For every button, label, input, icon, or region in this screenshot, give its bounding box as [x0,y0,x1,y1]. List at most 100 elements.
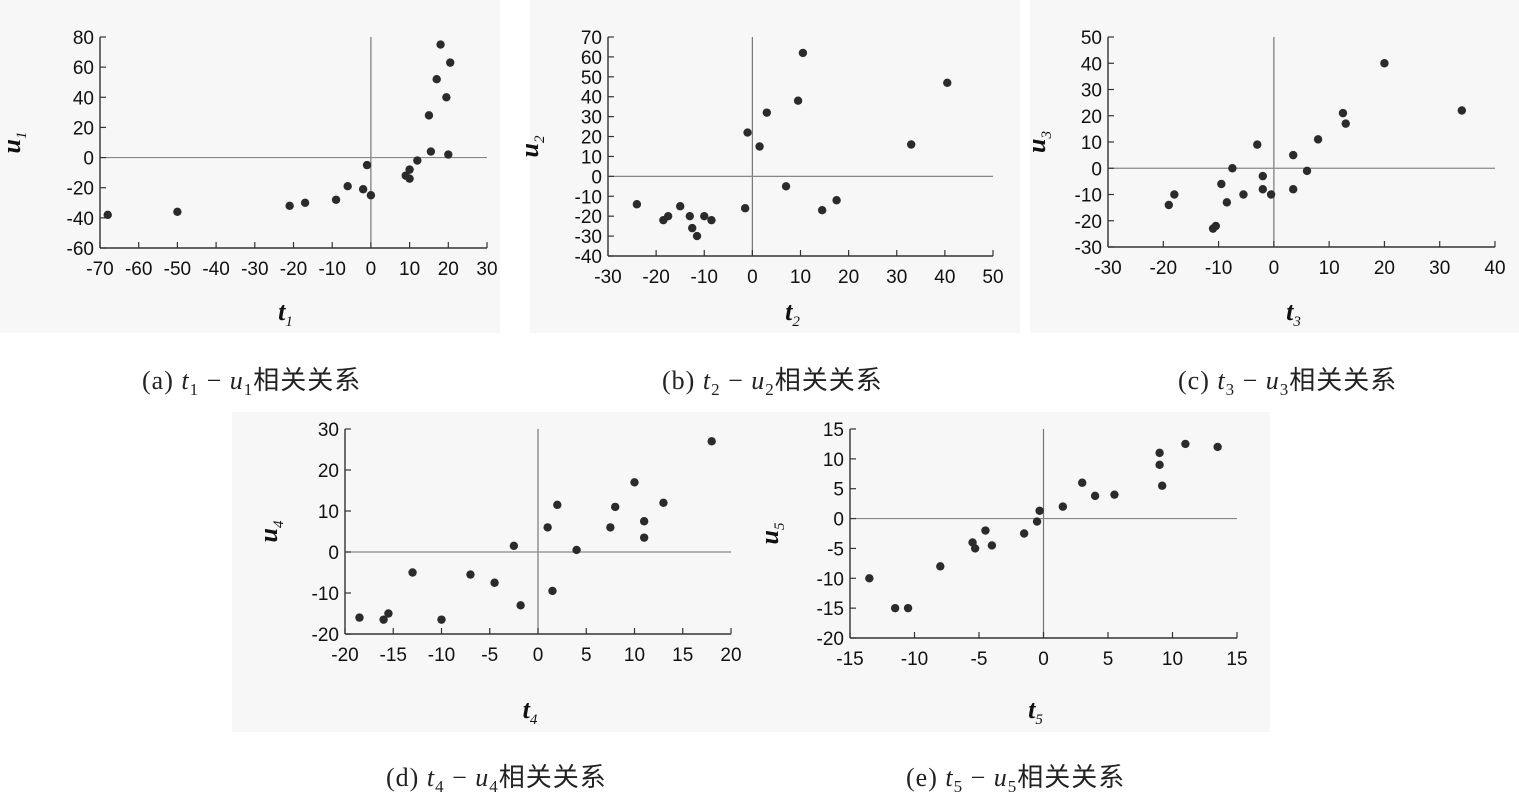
y-tick-label: -60 [67,239,94,260]
data-point [490,578,499,587]
x-tick-label: 20 [838,267,859,288]
x-tick-label: 30 [476,259,497,280]
x-tick-label: 10 [1162,649,1183,670]
data-point [436,40,445,49]
data-point [1217,179,1226,189]
data-point [432,75,441,84]
panel-d-background [232,412,752,732]
y-tick-label: 80 [73,28,94,49]
y-tick-label: -40 [67,209,94,230]
caption-b: (b) t2 − u2相关关系 [662,366,883,400]
data-point [743,128,752,137]
x-tick-label: -20 [642,267,669,288]
data-point [343,182,352,191]
panel-a-background [0,0,500,333]
data-point [1380,59,1389,68]
data-point [632,200,642,209]
y-tick-label: -30 [575,227,602,248]
data-point [1155,448,1164,458]
caption-d-u-sub: 4 [489,777,499,797]
data-point [630,478,639,487]
data-point [1338,108,1348,118]
x-axis-label-subscript: 4 [530,712,538,728]
data-point [543,523,552,532]
x-tick-label: 30 [886,267,907,288]
caption-c-relation: 相关关系 [1289,366,1398,395]
data-point [424,111,434,120]
x-tick-label: 40 [1484,258,1505,279]
caption-e-u: u [993,763,1008,792]
x-tick-label: 0 [747,267,758,288]
caption-d-label: (d) [386,763,420,792]
caption-d-relation: 相关关系 [498,763,607,792]
x-tick-label: -30 [241,259,268,280]
data-point [1266,190,1276,199]
x-tick-label: 0 [1038,649,1049,670]
y-tick-label: 0 [83,149,94,170]
data-point [379,615,388,624]
data-point [355,613,364,622]
y-tick-label: -10 [312,584,339,605]
x-tick-label: -10 [318,259,345,280]
data-point [981,526,990,535]
caption-c-t: t [1217,366,1226,395]
data-point [1302,166,1312,176]
y-tick-label: 40 [73,88,94,109]
data-point [285,201,294,210]
x-axis-label-subscript: 2 [792,314,800,330]
x-tick-label: -10 [901,649,928,670]
data-point [1090,491,1100,501]
y-tick-label: 20 [73,118,94,139]
data-point [1457,106,1467,115]
panel-e-background [752,412,1270,732]
caption-d-u: u [475,763,490,792]
data-point [553,500,562,510]
y-tick-label: -10 [1075,186,1102,207]
x-tick-label: 50 [982,267,1003,288]
data-point [405,165,414,174]
data-point [1058,502,1068,511]
data-point [817,206,827,215]
data-point [437,615,446,624]
caption-e-relation: 相关关系 [1017,763,1126,792]
x-tick-label: 0 [533,645,544,666]
caption-b-relation: 相关关系 [774,366,883,395]
data-point [1164,200,1174,210]
x-tick-label: -20 [331,645,358,666]
data-point [606,523,615,532]
data-point [943,78,952,87]
data-point [1035,506,1044,516]
y-tick-label: 10 [581,147,602,168]
data-point [659,498,668,507]
y-tick-label: 50 [1081,28,1102,49]
data-point [611,502,620,512]
x-tick-label: 20 [720,645,741,666]
y-tick-label: -5 [827,539,844,560]
panel-c-background [1030,0,1519,333]
y-tick-label: -20 [1075,212,1102,233]
panel-b-background [530,0,1020,333]
y-tick-label: 30 [581,108,602,129]
data-point [1213,442,1222,452]
x-tick-label: -20 [280,259,307,280]
caption-c-u-sub: 3 [1279,380,1290,400]
y-tick-label: 30 [318,420,339,441]
y-tick-label: 50 [581,68,602,89]
caption-b-t-sub: 2 [711,380,721,400]
y-tick-label: 20 [318,461,339,482]
y-tick-label: -20 [575,207,602,228]
data-point [1110,490,1119,499]
y-tick-label: 30 [1081,81,1102,102]
data-point [408,568,417,577]
data-point [384,609,393,618]
x-tick-label: 0 [366,259,377,280]
data-point [688,223,697,233]
x-tick-label: -10 [428,645,455,666]
x-tick-label: -70 [86,259,113,280]
data-point [936,562,945,571]
data-point [987,541,997,550]
data-point [1239,190,1248,199]
data-point [1253,140,1262,149]
y-tick-label: 40 [1081,54,1102,75]
